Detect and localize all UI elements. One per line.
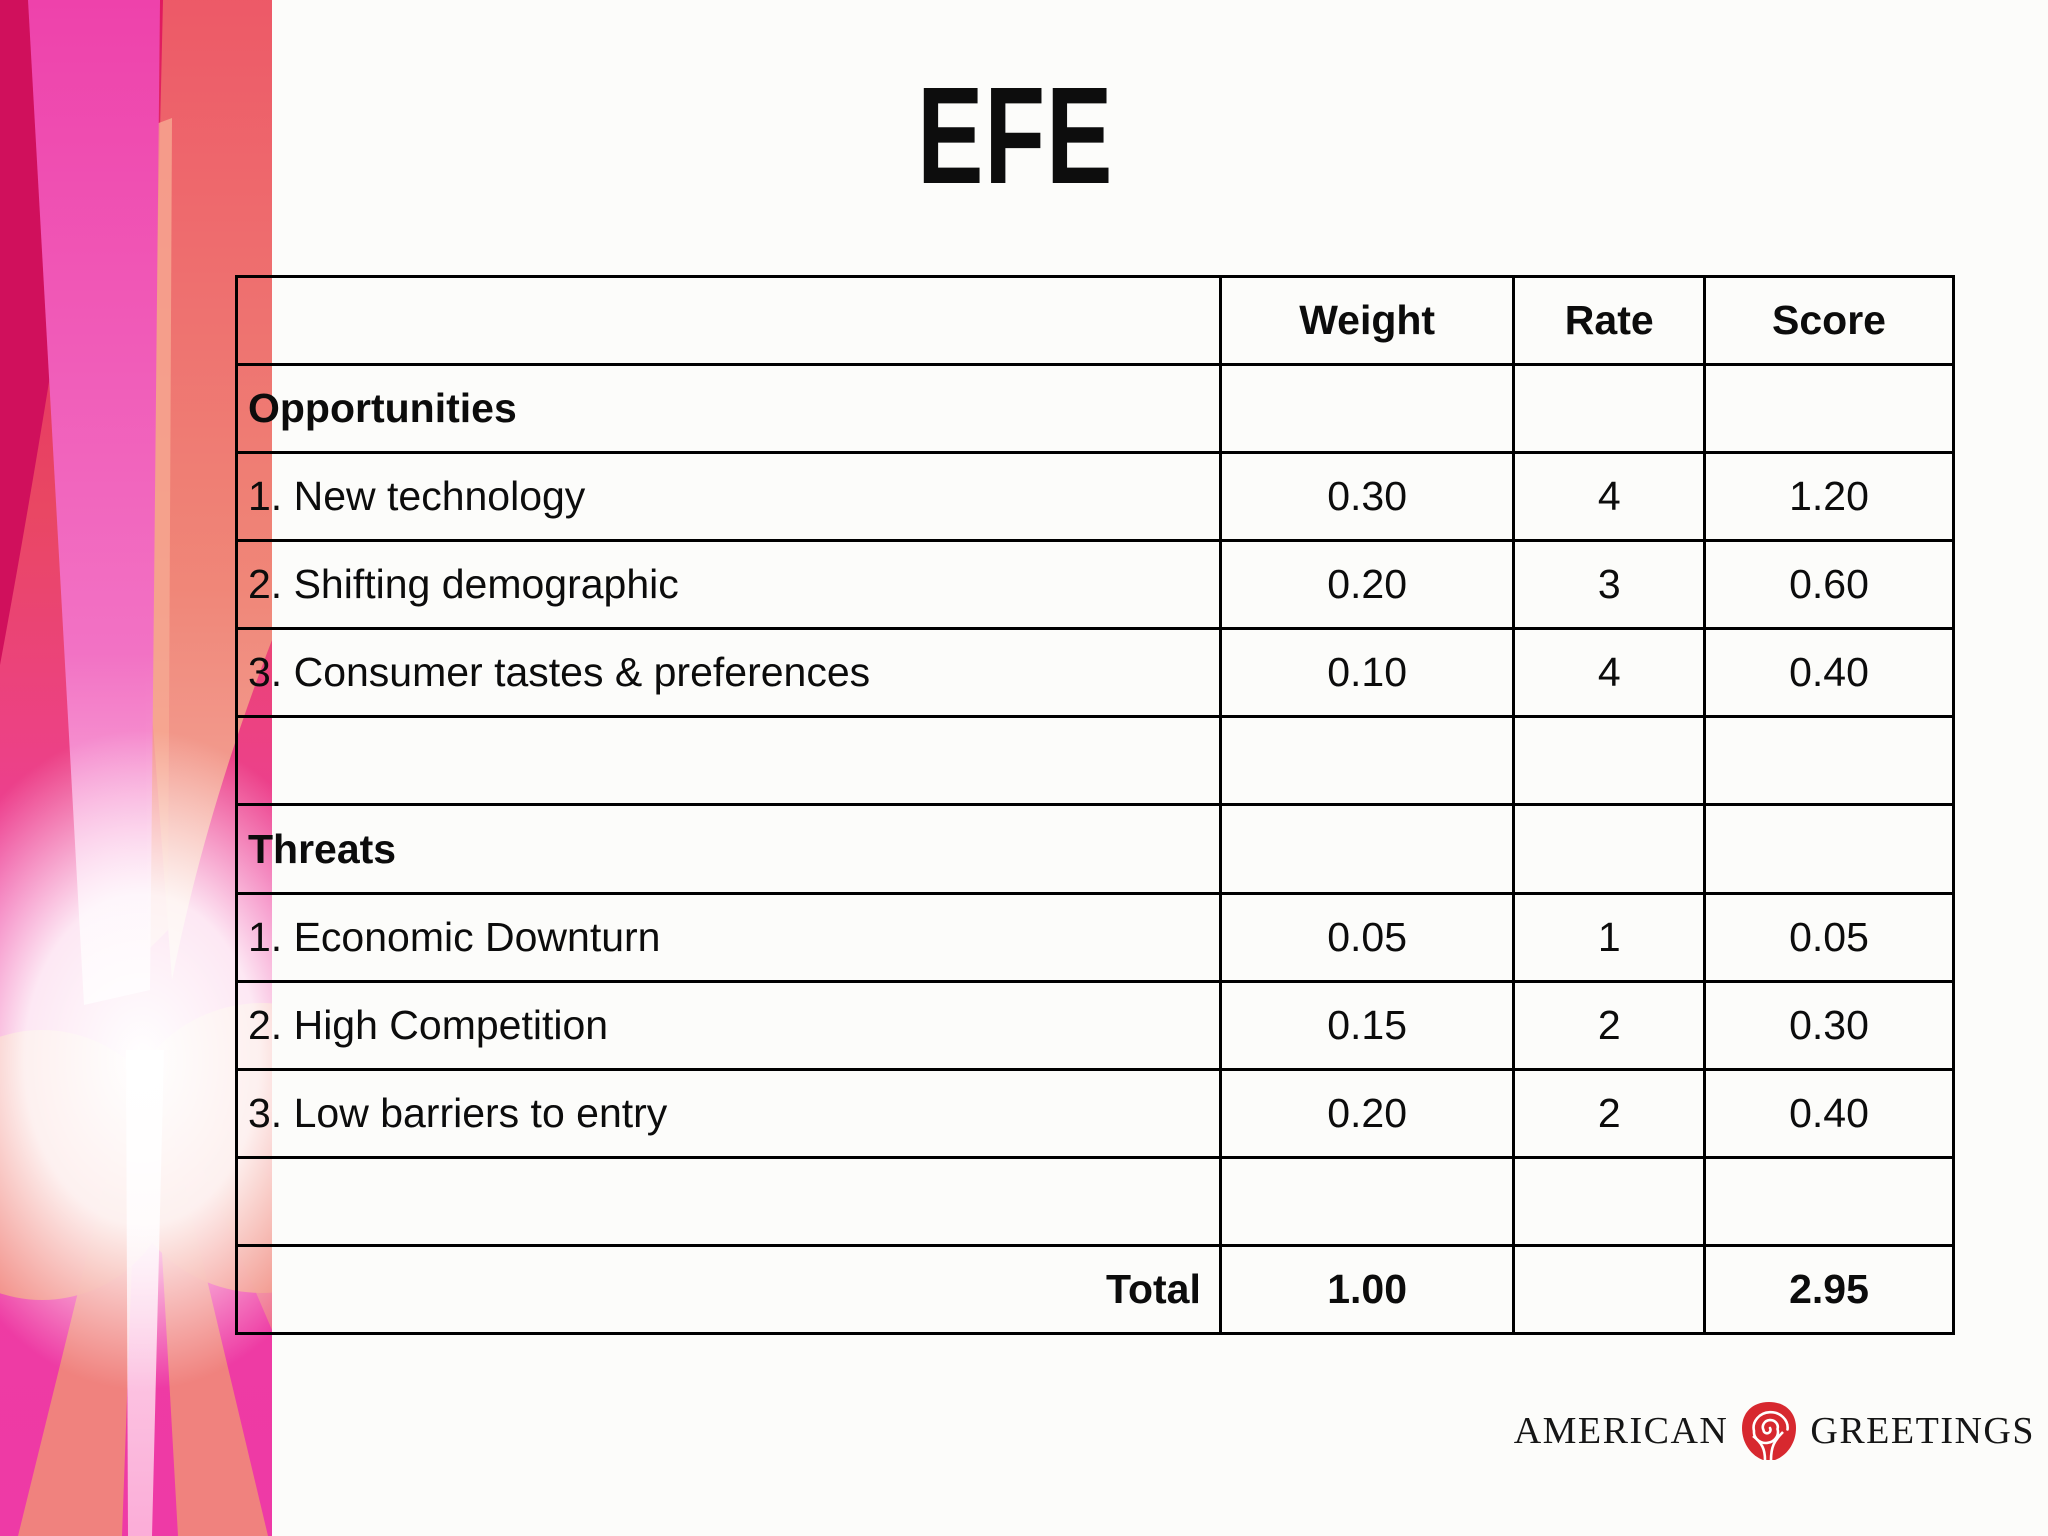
weight-cell: 0.10 bbox=[1218, 627, 1516, 719]
table-row-section: Opportunities bbox=[235, 363, 1955, 455]
weight-cell bbox=[1218, 363, 1516, 455]
table-row-section: Threats bbox=[235, 803, 1955, 895]
score-cell: 0.05 bbox=[1703, 891, 1955, 983]
weight-cell: 0.15 bbox=[1218, 979, 1516, 1071]
table-row-item: 3. Low barriers to entry 0.20 2 0.40 bbox=[235, 1067, 1955, 1159]
weight-cell: 1.00 bbox=[1218, 1243, 1516, 1336]
row-label-cell: 1. New technology bbox=[235, 451, 1222, 543]
table-row-item: 3. Consumer tastes & preferences 0.10 4 0.4… bbox=[235, 627, 1955, 719]
score-cell: 0.40 bbox=[1703, 627, 1955, 719]
score-cell bbox=[1703, 363, 1955, 455]
row-label-cell: 1. Economic Downturn bbox=[235, 891, 1222, 983]
rate-cell bbox=[1512, 363, 1707, 455]
efe-table: Weight Rate Score Opportunities 1. New techn… bbox=[235, 274, 1955, 1336]
weight-cell bbox=[1218, 1155, 1516, 1247]
table-row-item: 2. Shifting demographic 0.20 3 0.60 bbox=[235, 539, 1955, 631]
weight-cell: 0.30 bbox=[1218, 451, 1516, 543]
weight-cell bbox=[1218, 803, 1516, 895]
rose-icon bbox=[1742, 1402, 1797, 1461]
row-label-cell: 2. Shifting demographic bbox=[235, 539, 1222, 631]
score-cell bbox=[1703, 1155, 1955, 1247]
row-label-cell: 3. Low barriers to entry bbox=[235, 1067, 1222, 1159]
rate-cell bbox=[1512, 803, 1707, 895]
rate-cell bbox=[1512, 1243, 1707, 1336]
score-cell: 0.30 bbox=[1703, 979, 1955, 1071]
score-cell bbox=[1703, 803, 1955, 895]
row-label-cell: 2. High Competition bbox=[235, 979, 1222, 1071]
rate-cell: 2 bbox=[1512, 979, 1707, 1071]
score-cell: 1.20 bbox=[1703, 451, 1955, 543]
table-row-item: 1. New technology 0.30 4 1.20 bbox=[235, 451, 1955, 543]
page-title: EFE bbox=[235, 64, 1795, 209]
brand-american-text: AMERICAN bbox=[1513, 1410, 1729, 1452]
weight-cell: 0.05 bbox=[1218, 891, 1516, 983]
table-row-item: 1. Economic Downturn 0.05 1 0.05 bbox=[235, 891, 1955, 983]
score-cell bbox=[1703, 715, 1955, 807]
rate-cell: 4 bbox=[1512, 627, 1707, 719]
table-row-total: Total 1.00 2.95 bbox=[235, 1243, 1955, 1336]
row-label-cell bbox=[235, 1155, 1222, 1247]
weight-cell: 0.20 bbox=[1218, 1067, 1516, 1159]
table-row-item: 2. High Competition 0.15 2 0.30 bbox=[235, 979, 1955, 1071]
american-greetings-logo: AMERICAN GREETINGS bbox=[1514, 1398, 2035, 1464]
row-label-cell: 3. Consumer tastes & preferences bbox=[235, 627, 1222, 719]
score-cell: 0.60 bbox=[1703, 539, 1955, 631]
table-row-header: Weight Rate Score bbox=[235, 274, 1955, 367]
score-cell: Score bbox=[1703, 274, 1955, 367]
score-cell: 0.40 bbox=[1703, 1067, 1955, 1159]
rate-cell bbox=[1512, 715, 1707, 807]
rate-cell: Rate bbox=[1512, 274, 1707, 367]
row-label-cell: Threats bbox=[235, 803, 1222, 895]
row-label-cell bbox=[235, 715, 1222, 807]
row-label-cell: Opportunities bbox=[235, 363, 1222, 455]
rate-cell: 2 bbox=[1512, 1067, 1707, 1159]
weight-cell: Weight bbox=[1218, 274, 1516, 367]
brand-greetings-text: GREETINGS bbox=[1810, 1410, 2035, 1452]
score-cell: 2.95 bbox=[1703, 1243, 1955, 1336]
efe-table-body: Weight Rate Score Opportunities 1. New techn… bbox=[235, 274, 1955, 1336]
rate-cell: 1 bbox=[1512, 891, 1707, 983]
rate-cell: 3 bbox=[1512, 539, 1707, 631]
decorative-sidebar bbox=[0, 0, 272, 1536]
row-label-cell: Total bbox=[235, 1243, 1222, 1336]
rate-cell: 4 bbox=[1512, 451, 1707, 543]
row-label-cell bbox=[235, 274, 1222, 367]
rate-cell bbox=[1512, 1155, 1707, 1247]
weight-cell bbox=[1218, 715, 1516, 807]
table-row-empty bbox=[235, 1155, 1955, 1247]
page-title-text: EFE bbox=[916, 59, 1114, 213]
table-row-empty bbox=[235, 715, 1955, 807]
weight-cell: 0.20 bbox=[1218, 539, 1516, 631]
